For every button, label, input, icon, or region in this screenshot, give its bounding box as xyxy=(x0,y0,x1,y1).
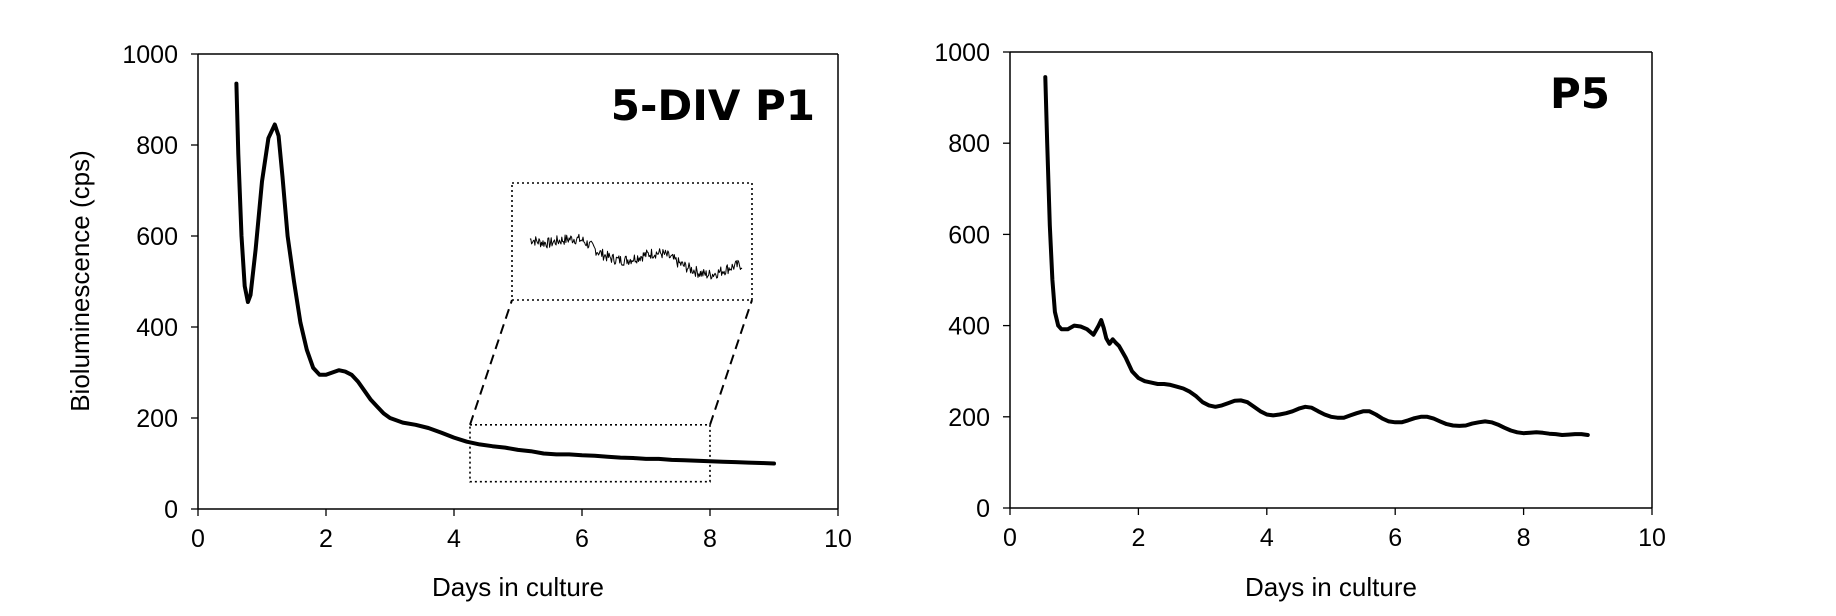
series-group xyxy=(1043,75,1590,437)
y-tick-label: 400 xyxy=(136,314,178,342)
y-axis-title: Bioluminescence (cps) xyxy=(65,150,95,412)
inset-box xyxy=(511,182,753,301)
x-tick-label: 8 xyxy=(703,525,717,553)
x-tick-label: 0 xyxy=(191,525,205,553)
y-tick-label: 800 xyxy=(136,132,178,160)
x-axis-title: Days in culture xyxy=(432,572,604,602)
y-tick-label: 0 xyxy=(164,496,178,524)
x-axis-title: Days in culture xyxy=(1245,572,1417,602)
x-tick-label: 10 xyxy=(824,525,852,553)
zoom-region-box xyxy=(469,424,711,483)
y-tick-label: 600 xyxy=(136,223,178,251)
x-tick-label: 6 xyxy=(575,525,589,553)
inset-connector-right xyxy=(709,299,753,426)
chart-panel-p1: 0 2 4 6 8 10 0 200 400 600 800 1000 5-DIV P1 Days i… xyxy=(65,41,852,602)
x-tick-label: 10 xyxy=(1638,524,1666,552)
series-line-0 xyxy=(1043,75,1590,437)
y-tick-label: 600 xyxy=(948,221,990,249)
chart-panel-p5: 0 2 4 6 8 10 0 200 400 600 800 1000 P5 Days in cult… xyxy=(934,39,1666,602)
x-tick-label: 0 xyxy=(1003,524,1017,552)
y-tick-label: 400 xyxy=(948,313,990,341)
x-tick-label: 2 xyxy=(319,525,333,553)
y-tick-label: 1000 xyxy=(934,39,990,67)
y-tick-label: 0 xyxy=(976,495,990,523)
panel-label: P5 xyxy=(1550,69,1610,118)
x-tick-label: 6 xyxy=(1388,524,1402,552)
panel-label: 5-DIV P1 xyxy=(611,81,815,130)
y-tick-label: 1000 xyxy=(122,41,178,69)
x-tick-label: 2 xyxy=(1131,524,1145,552)
x-tick-label: 4 xyxy=(447,525,461,553)
inset-connector-left xyxy=(469,299,513,426)
x-tick-label: 4 xyxy=(1260,524,1274,552)
series-line-0 xyxy=(234,81,776,466)
series-group xyxy=(234,81,776,466)
y-tick-label: 800 xyxy=(948,130,990,158)
y-tick-label: 200 xyxy=(136,405,178,433)
ticks-group: 0 2 4 6 8 10 0 200 400 600 800 1000 xyxy=(934,39,1666,552)
y-tick-label: 200 xyxy=(948,404,990,432)
inset-trace xyxy=(529,233,743,280)
ticks-group: 0 2 4 6 8 10 0 200 400 600 800 1000 xyxy=(122,41,852,553)
x-tick-label: 8 xyxy=(1517,524,1531,552)
inset-group xyxy=(469,182,753,483)
